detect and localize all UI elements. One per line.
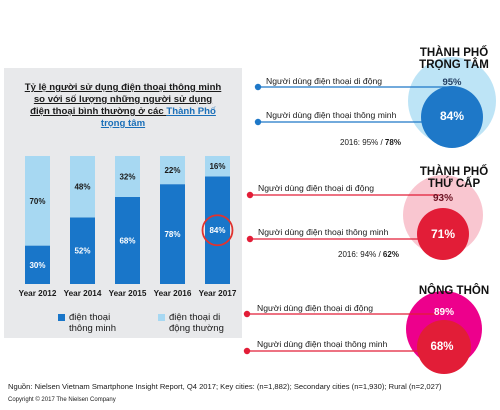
bar-label-smartphone-year-2016: 78% [164,230,180,239]
bar-smartphone-year-2017 [205,176,230,284]
rural-mobile-dot [243,310,251,318]
key-cities-2016-stat-prefix: 2016: 95% / [340,138,385,147]
section-title-rural: NÔNG THÔN [408,285,500,297]
section-title-secondary-cities: THÀNH PHỐ THỨ CẤP [408,166,500,190]
bar-smartphone-year-2014 [70,217,95,284]
bar-label-feature-phone-year-2012: 70% [29,197,45,206]
legend-feature-phone-line-1: điện thoại di [169,312,221,323]
x-tick-year-2015: Year 2015 [109,289,147,298]
key-cities-smartphone-value: 84% [439,109,465,123]
legend-smartphone-line-2: thông minh [69,323,117,334]
chart-title: Tỷ lệ người sử dụng điện thoại thông min… [6,82,240,130]
secondary-cities-2016-stat-prefix: 2016: 94% / [338,250,383,259]
secondary-cities-mobile-dot [246,191,254,199]
section-title-rural-line-1: NÔNG THÔN [418,285,490,297]
source-note: Nguồn: Nielsen Vietnam Smartphone Insigh… [8,382,442,391]
bar-feature-phone-year-2016 [160,156,185,185]
bar-label-feature-phone-year-2016: 22% [164,166,180,175]
bar-label-smartphone-year-2017: 84% [209,226,225,235]
x-tick-year-2014: Year 2014 [64,289,102,298]
secondary-cities-smartphone-circle [417,208,469,260]
key-cities-mobile-label: Người dùng điện thoại di động [266,76,383,86]
x-tick-year-2017: Year 2017 [199,289,237,298]
bar-label-smartphone-year-2014: 52% [74,247,90,256]
highlight-circle [201,214,234,247]
bar-label-feature-phone-year-2014: 48% [74,183,90,192]
bar-feature-phone-year-2014 [70,156,95,218]
stacked-bar-chart: 30% 70% Year 2012 52% 48% Year 2014 68% 32% Year… [19,156,237,298]
rural-mobile-label: Người dùng điện thoại di động [257,303,374,313]
bar-smartphone-year-2016 [160,184,185,284]
key-cities-smartphone-label: Người dùng điện thoại thông minh [266,110,397,120]
bar-feature-phone-year-2012 [25,156,50,246]
rural-smartphone-value: 68% [430,341,454,353]
key-cities-smartphone-circle [421,86,483,148]
section-title-secondary-cities-line-1: THÀNH PHỐ [419,166,489,178]
legend-smartphone-line-1: điện thoại [69,312,111,323]
secondary-cities-smartphone-dot [246,235,254,243]
copyright-note: Copyright © 2017 The Nielsen Company [8,397,116,403]
key-cities-mobile-dot [254,83,262,91]
bar-smartphone-year-2012 [25,245,50,284]
legend-swatch-feature-phone [158,314,165,321]
legend-feature-phone: điện thoại di động thường [158,312,224,334]
bar-label-feature-phone-year-2015: 32% [119,172,135,181]
section-title-key-cities-line-1: THÀNH PHỐ [419,47,489,59]
key-cities-smartphone-dot [254,118,262,126]
chart-title-line-3: điện thoại bình thường ở các [30,106,167,117]
bar-feature-phone-year-2015 [115,156,140,197]
bar-feature-phone-year-2017 [205,156,230,177]
secondary-cities-mobile-label: Người dùng điện thoại di động [258,183,375,193]
secondary-cities-2016-stat-bold: 62% [382,250,399,259]
section-title-secondary-cities-line-2: THỨ CẤP [427,178,481,190]
secondary-cities-smartphone-value: 71% [430,227,456,241]
key-cities-2016-stat: 2016: 95% / 78% [340,138,401,147]
rural-smartphone-circle [417,320,471,374]
x-tick-year-2012: Year 2012 [19,289,57,298]
bar-label-feature-phone-year-2017: 16% [209,162,225,171]
chart-title-line-2: so với số lượng những người sử dụng [33,94,213,105]
chart-title-line-1: Tỷ lệ người sử dụng điện thoại thông min… [24,82,222,93]
section-title-key-cities: THÀNH PHỐ TRỌNG TÂM [408,47,500,71]
section-title-key-cities-line-2: TRỌNG TÂM [419,59,489,71]
rural-smartphone-label: Người dùng điện thoại thông minh [257,339,388,349]
legend-swatch-smartphone [58,314,65,321]
secondary-cities-mobile-value: 93% [432,193,453,204]
x-tick-year-2016: Year 2016 [154,289,192,298]
secondary-cities-2016-stat: 2016: 94% / 62% [338,250,399,259]
chart-title-line-4: trọng tâm [100,118,146,129]
bar-label-smartphone-year-2012: 30% [29,261,45,270]
bar-label-smartphone-year-2015: 68% [119,236,135,245]
bar-smartphone-year-2015 [115,196,140,284]
legend-smartphone: điện thoại thông minh [58,312,116,334]
rural-mobile-value: 89% [433,307,454,318]
rural-smartphone-dot [243,347,251,355]
key-cities-2016-stat-bold: 78% [384,138,401,147]
chart-title-accent: Thành Phố [166,106,216,117]
legend-feature-phone-line-2: động thường [169,323,224,334]
key-cities-mobile-value: 95% [442,77,462,88]
secondary-cities-smartphone-label: Người dùng điện thoại thông minh [258,227,389,237]
